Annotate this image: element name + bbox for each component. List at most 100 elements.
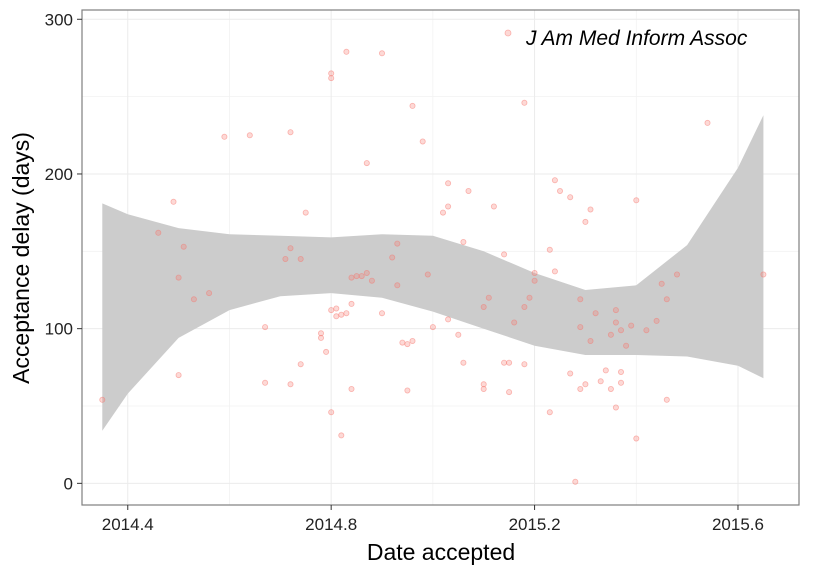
data-point — [170, 198, 177, 205]
data-point — [511, 319, 518, 326]
y-tick-label: 0 — [64, 474, 73, 493]
data-point — [287, 129, 294, 136]
data-point — [592, 310, 599, 317]
data-point — [445, 180, 452, 187]
data-point — [521, 303, 528, 310]
plot-border — [81, 9, 800, 506]
data-point — [612, 404, 619, 411]
data-point — [582, 218, 589, 225]
data-point — [363, 160, 370, 167]
data-point — [460, 238, 467, 245]
x-tick-label: 2014.4 — [102, 515, 154, 534]
data-point — [343, 48, 350, 55]
data-point — [623, 342, 630, 349]
data-point — [633, 197, 640, 204]
data-point — [419, 138, 426, 145]
data-point — [328, 409, 335, 416]
data-point — [526, 294, 533, 301]
data-point — [287, 381, 294, 388]
data-point — [180, 243, 187, 250]
data-point — [546, 409, 553, 416]
data-point — [155, 229, 162, 236]
data-point — [607, 331, 614, 338]
data-point — [302, 209, 309, 216]
data-point — [404, 341, 411, 348]
data-point — [221, 133, 228, 140]
y-tick-label: 200 — [45, 165, 73, 184]
data-point — [175, 372, 182, 379]
data-point — [353, 273, 360, 280]
data-point — [643, 327, 650, 334]
data-point — [546, 246, 553, 253]
data-point — [760, 271, 767, 278]
data-point — [394, 282, 401, 289]
data-point — [348, 274, 355, 281]
data-point — [378, 310, 385, 317]
y-tick-label: 300 — [45, 10, 73, 29]
data-point — [333, 313, 340, 320]
data-point — [577, 385, 584, 392]
x-axis-title: Date accepted — [367, 539, 515, 565]
data-point — [658, 280, 665, 287]
data-point — [363, 269, 370, 276]
data-point — [455, 331, 462, 338]
data-point — [262, 379, 269, 386]
legend-key-point — [504, 29, 512, 37]
data-point — [399, 339, 406, 346]
data-point — [577, 324, 584, 331]
data-point — [348, 385, 355, 392]
x-tick-label: 2015.6 — [712, 515, 764, 534]
x-tick-label: 2015.2 — [509, 515, 561, 534]
data-point — [297, 255, 304, 262]
data-point — [460, 359, 467, 366]
data-point — [343, 310, 350, 317]
data-point — [567, 370, 574, 377]
data-point — [389, 254, 396, 261]
data-point — [317, 334, 324, 341]
data-point — [521, 361, 528, 368]
data-point — [439, 209, 446, 216]
data-point — [445, 316, 452, 323]
y-axis-ticks: 0 100 200 300 — [45, 10, 82, 493]
data-point — [404, 387, 411, 394]
data-point — [317, 330, 324, 337]
data-point — [531, 269, 538, 276]
data-point — [602, 367, 609, 374]
data-point — [551, 268, 558, 275]
data-point — [663, 396, 670, 403]
data-point — [501, 251, 508, 258]
data-point — [348, 300, 355, 307]
y-axis-title: Acceptance delay (days) — [8, 132, 34, 384]
data-point — [633, 435, 640, 442]
data-point — [490, 203, 497, 210]
data-point — [531, 277, 538, 284]
data-point — [567, 194, 574, 201]
data-point — [480, 381, 487, 388]
data-point — [287, 245, 294, 252]
data-point — [409, 102, 416, 109]
data-point — [587, 206, 594, 213]
data-point — [99, 396, 106, 403]
data-point — [577, 296, 584, 303]
confidence-band — [102, 115, 764, 431]
legend: J Am Med Inform Assoc — [504, 27, 748, 50]
data-point — [612, 307, 619, 314]
data-point — [480, 303, 487, 310]
data-point — [323, 348, 330, 355]
data-point — [628, 322, 635, 329]
data-point — [465, 187, 472, 194]
x-tick-label: 2014.8 — [305, 515, 357, 534]
data-point — [612, 319, 619, 326]
data-point — [394, 240, 401, 247]
data-point — [663, 296, 670, 303]
data-point — [333, 305, 340, 312]
data-point — [358, 273, 365, 280]
data-point — [206, 290, 213, 297]
data-point — [282, 255, 289, 262]
data-point — [521, 99, 528, 106]
data-point — [618, 379, 625, 386]
data-point — [582, 381, 589, 388]
data-point — [618, 327, 625, 334]
data-point — [704, 119, 711, 126]
data-point — [175, 274, 182, 281]
